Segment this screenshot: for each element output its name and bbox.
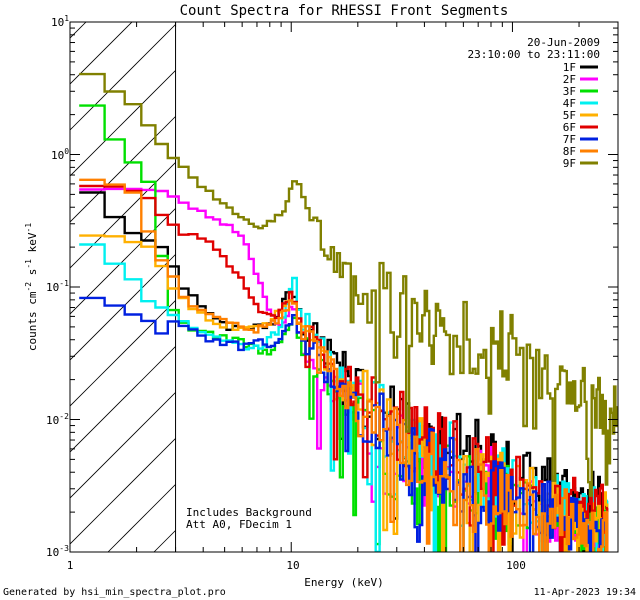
legend-label-2F: 2F [563,73,576,86]
legend-label-1F: 1F [563,61,576,74]
series-line-9F [79,72,618,497]
footer-generated-by: Generated by hsi_min_spectra_plot.pro [3,587,226,598]
x-axis-label: Energy (keV) [304,576,383,589]
y-tick-label-1e-1: 10-1 [46,279,69,294]
legend-label-8F: 8F [563,145,576,158]
legend-label-9F: 9F [563,157,576,170]
y-axis-label: counts cm-2 s-1 keV-1 [24,223,39,351]
y-tick-label-1e-3: 10-3 [46,544,69,559]
chart-title: Count Spectra for RHESSI Front Segments [180,3,509,19]
legend-label-5F: 5F [563,109,576,122]
hatch-line [70,22,133,85]
legend-label-7F: 7F [563,133,576,146]
legend-label-3F: 3F [563,85,576,98]
observation-date: 20-Jun-2009 [527,36,600,49]
footer-timestamp: 11-Apr-2023 19:34 [534,587,636,598]
observation-time-range: 23:10:00 to 23:11:00 [468,48,600,61]
hatch-line [70,22,225,177]
y-tick-label-1e1: 101 [51,14,69,29]
hatch-line [70,22,179,131]
legend-label-4F: 4F [563,97,576,110]
x-tick-label-1: 1 [67,559,74,572]
y-tick-label-1e-2: 10-2 [46,412,69,427]
series-line-8F [79,178,609,552]
legend-label-6F: 6F [563,121,576,134]
y-tick-label-1e0: 100 [51,147,69,162]
annotation-attenuator: Att A0, FDecim 1 [186,518,292,531]
x-tick-label-100: 100 [506,559,526,572]
x-tick-label-10: 10 [286,559,299,572]
axis-ticks [69,21,619,553]
series-layer [79,72,618,552]
annotation-background: Includes Background [186,506,312,519]
